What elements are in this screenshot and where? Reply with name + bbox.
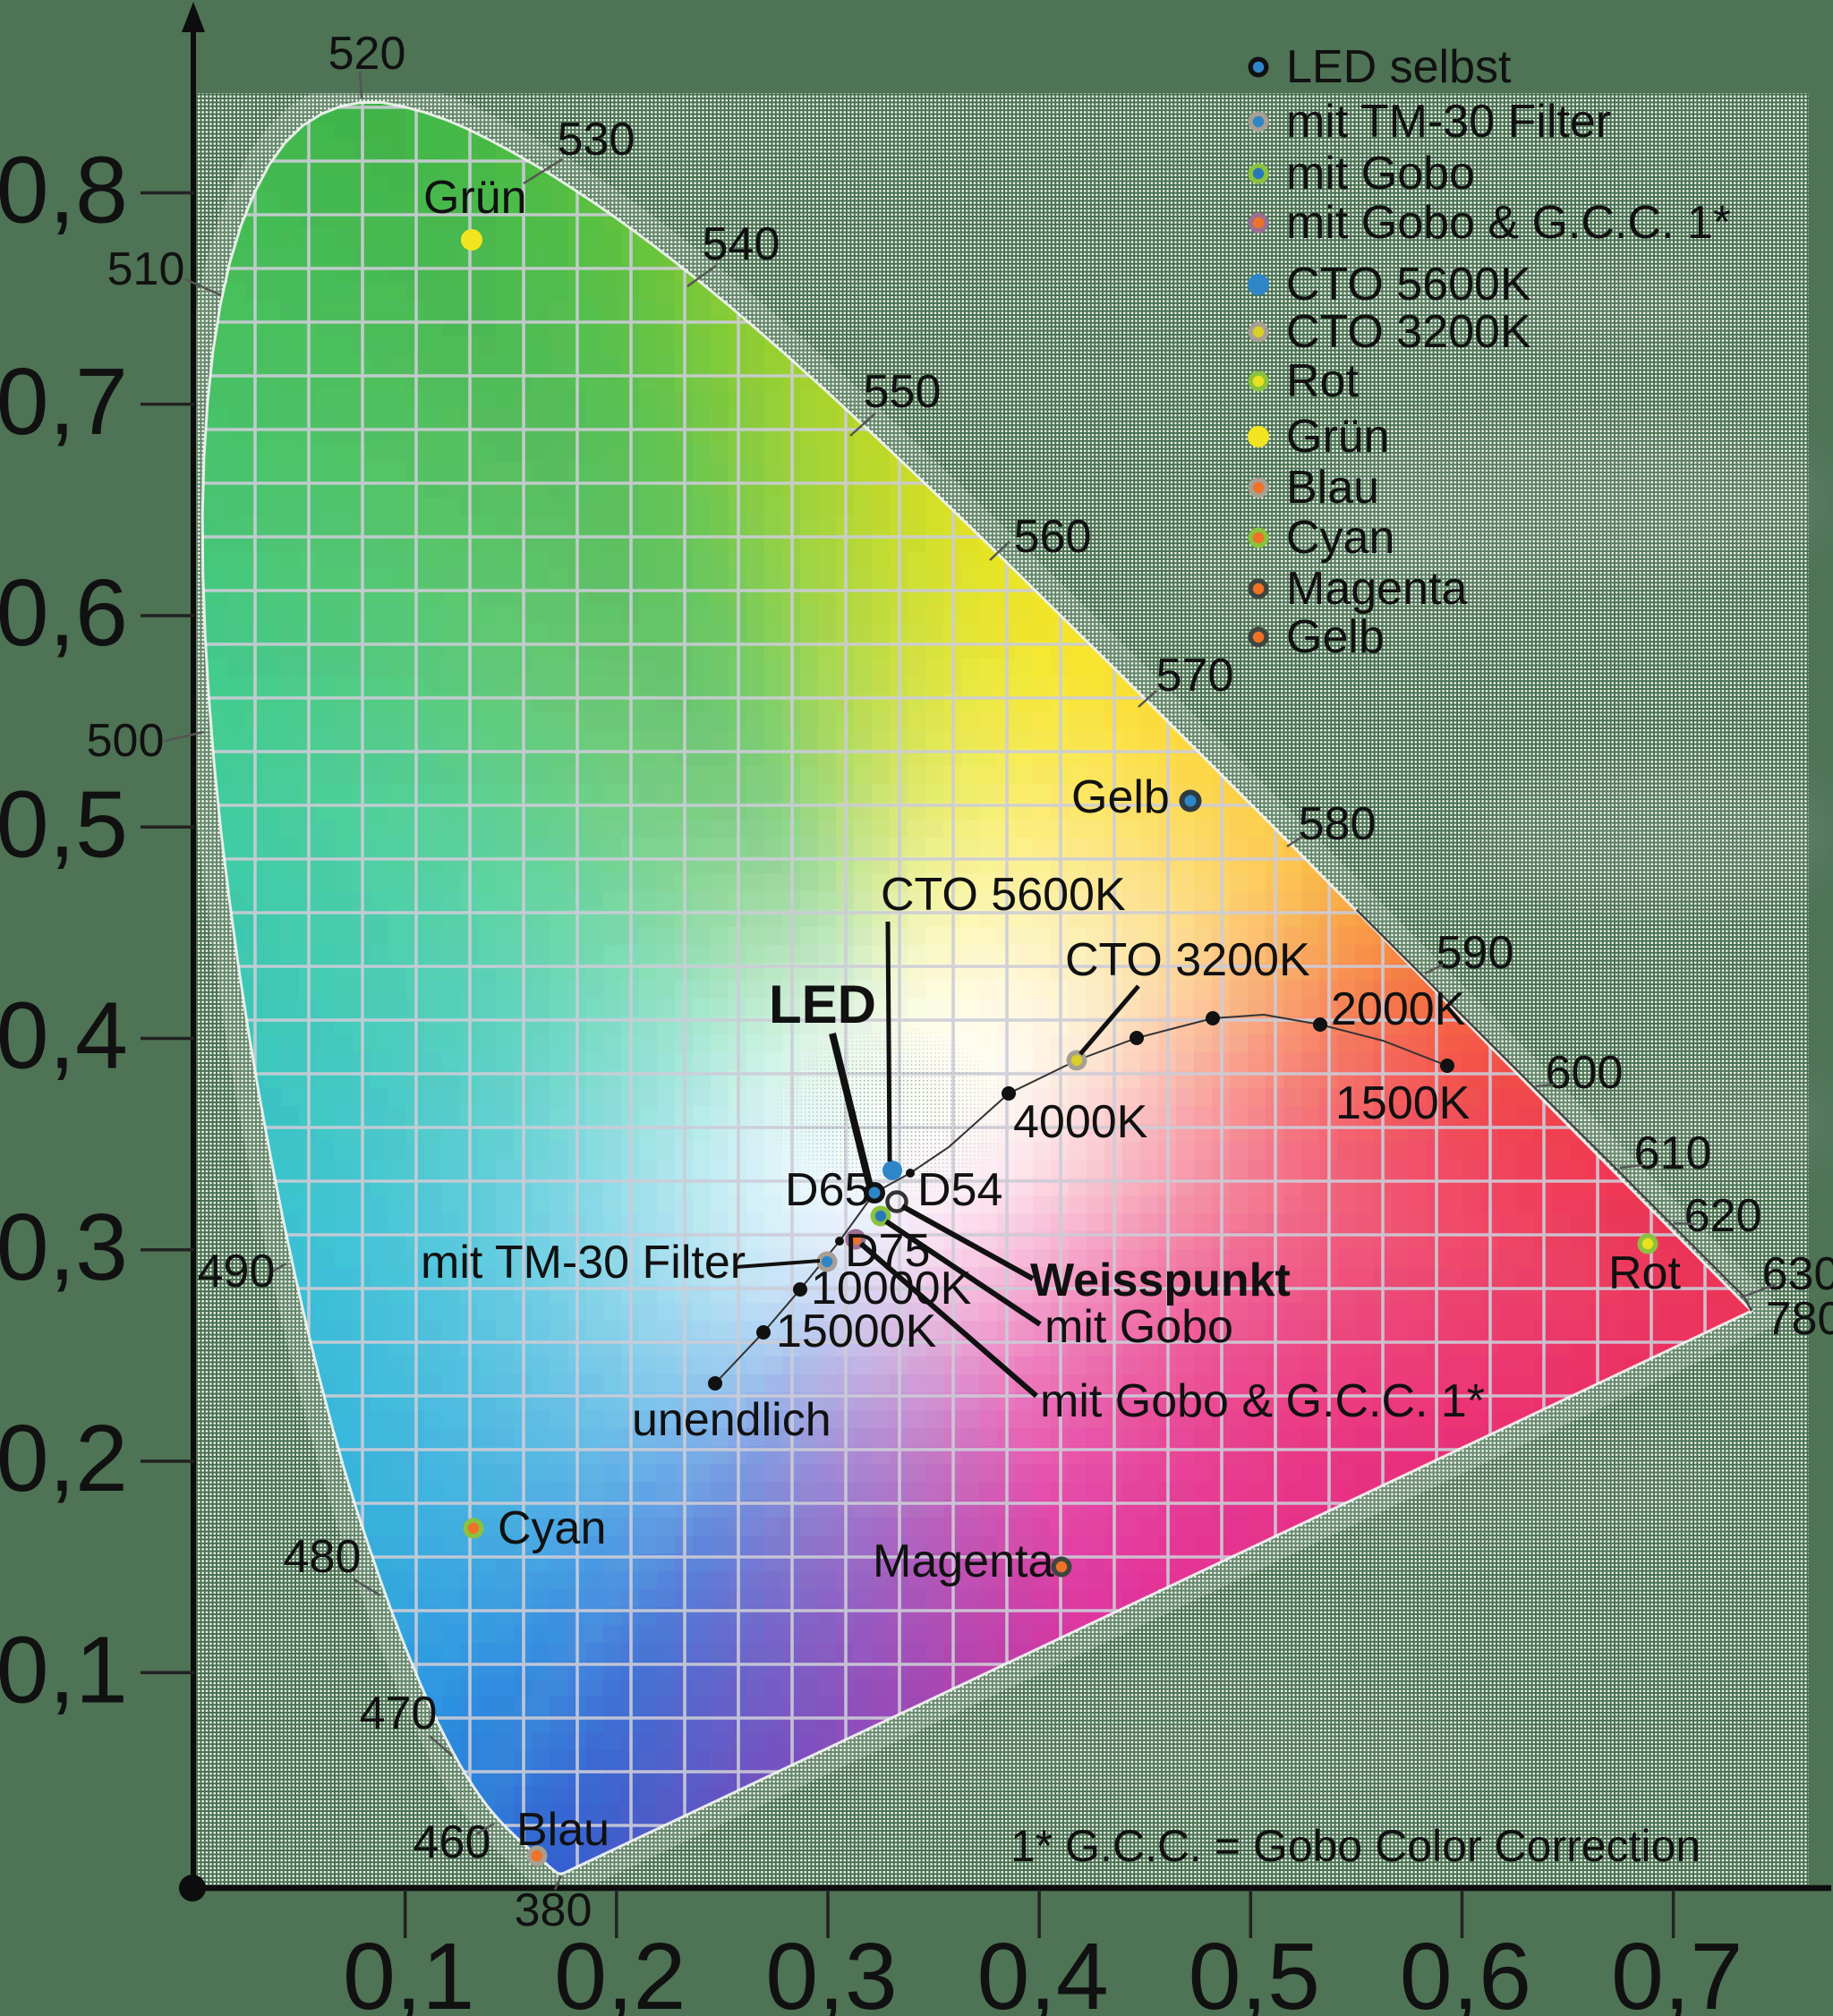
svg-text:Rot: Rot	[1608, 1247, 1681, 1299]
svg-text:530: 530	[558, 114, 635, 166]
svg-text:CTO 3200K: CTO 3200K	[1065, 934, 1310, 986]
svg-text:Gelb: Gelb	[1286, 611, 1385, 663]
svg-text:0,1: 0,1	[0, 1617, 128, 1723]
svg-text:0,3: 0,3	[765, 1924, 897, 2016]
svg-text:490: 490	[198, 1246, 276, 1297]
svg-text:0,8: 0,8	[0, 138, 128, 243]
svg-text:610: 610	[1634, 1127, 1712, 1179]
svg-text:mit Gobo: mit Gobo	[1044, 1301, 1233, 1353]
svg-text:Weisspunkt: Weisspunkt	[1030, 1255, 1291, 1306]
svg-text:Grün: Grün	[1286, 411, 1390, 463]
svg-text:560: 560	[1014, 511, 1092, 563]
svg-text:CTO 5600K: CTO 5600K	[881, 869, 1126, 921]
svg-text:0,6: 0,6	[1400, 1924, 1531, 2016]
svg-text:mit Gobo & G.C.C. 1*: mit Gobo & G.C.C. 1*	[1040, 1375, 1485, 1427]
svg-text:500: 500	[87, 715, 165, 767]
svg-text:D54: D54	[917, 1164, 1002, 1216]
svg-text:Magenta: Magenta	[1286, 563, 1467, 615]
svg-text:510: 510	[107, 243, 185, 295]
svg-text:570: 570	[1156, 650, 1234, 702]
svg-text:0,4: 0,4	[0, 983, 128, 1089]
svg-text:630: 630	[1762, 1248, 1833, 1300]
svg-text:Magenta: Magenta	[873, 1535, 1053, 1587]
svg-text:550: 550	[864, 366, 942, 418]
svg-text:0,7: 0,7	[0, 349, 128, 455]
svg-text:CTO 5600K: CTO 5600K	[1286, 259, 1531, 310]
svg-text:mit Gobo & G.C.C. 1*: mit Gobo & G.C.C. 1*	[1286, 197, 1731, 249]
svg-text:D65: D65	[785, 1164, 870, 1216]
svg-text:470: 470	[360, 1688, 438, 1740]
svg-text:1500K: 1500K	[1335, 1077, 1471, 1129]
svg-text:mit Gobo: mit Gobo	[1286, 148, 1475, 200]
svg-text:Grün: Grün	[423, 172, 527, 224]
svg-text:0,3: 0,3	[0, 1195, 128, 1300]
svg-text:15000K: 15000K	[776, 1306, 937, 1357]
svg-text:480: 480	[284, 1531, 362, 1583]
svg-text:Cyan: Cyan	[498, 1502, 606, 1554]
svg-text:0,2: 0,2	[554, 1924, 686, 2016]
svg-text:0,5: 0,5	[1189, 1924, 1320, 2016]
svg-text:0,7: 0,7	[1611, 1924, 1743, 2016]
svg-text:CTO 3200K: CTO 3200K	[1286, 306, 1531, 358]
svg-text:Rot: Rot	[1286, 355, 1359, 407]
svg-text:mit TM-30 Filter: mit TM-30 Filter	[1286, 96, 1611, 148]
svg-text:Gelb: Gelb	[1071, 771, 1170, 823]
svg-text:540: 540	[703, 218, 780, 270]
svg-text:380: 380	[515, 1884, 593, 1936]
svg-text:620: 620	[1684, 1190, 1762, 1242]
svg-text:1* G.C.C. = Gobo Color Correct: 1* G.C.C. = Gobo Color Correction	[1010, 1821, 1701, 1871]
svg-text:LED selbst: LED selbst	[1286, 41, 1512, 93]
svg-text:4000K: 4000K	[1013, 1096, 1148, 1148]
svg-text:580: 580	[1299, 798, 1377, 850]
svg-text:0,2: 0,2	[0, 1406, 128, 1511]
svg-text:mit TM-30 Filter: mit TM-30 Filter	[421, 1237, 746, 1289]
svg-text:0,1: 0,1	[343, 1924, 474, 2016]
svg-text:600: 600	[1546, 1047, 1624, 1099]
svg-text:2000K: 2000K	[1331, 983, 1466, 1035]
svg-text:0,5: 0,5	[0, 771, 128, 877]
svg-text:LED: LED	[769, 974, 876, 1034]
svg-text:Blau: Blau	[1286, 462, 1379, 514]
svg-text:Cyan: Cyan	[1286, 512, 1394, 564]
svg-text:0,6: 0,6	[0, 560, 128, 666]
svg-text:0,4: 0,4	[976, 1924, 1108, 2016]
svg-text:780: 780	[1766, 1293, 1833, 1345]
svg-text:460: 460	[413, 1816, 491, 1868]
svg-text:Blau: Blau	[516, 1804, 610, 1856]
svg-text:590: 590	[1437, 927, 1514, 979]
svg-text:unendlich: unendlich	[632, 1394, 831, 1446]
svg-text:520: 520	[328, 28, 406, 80]
